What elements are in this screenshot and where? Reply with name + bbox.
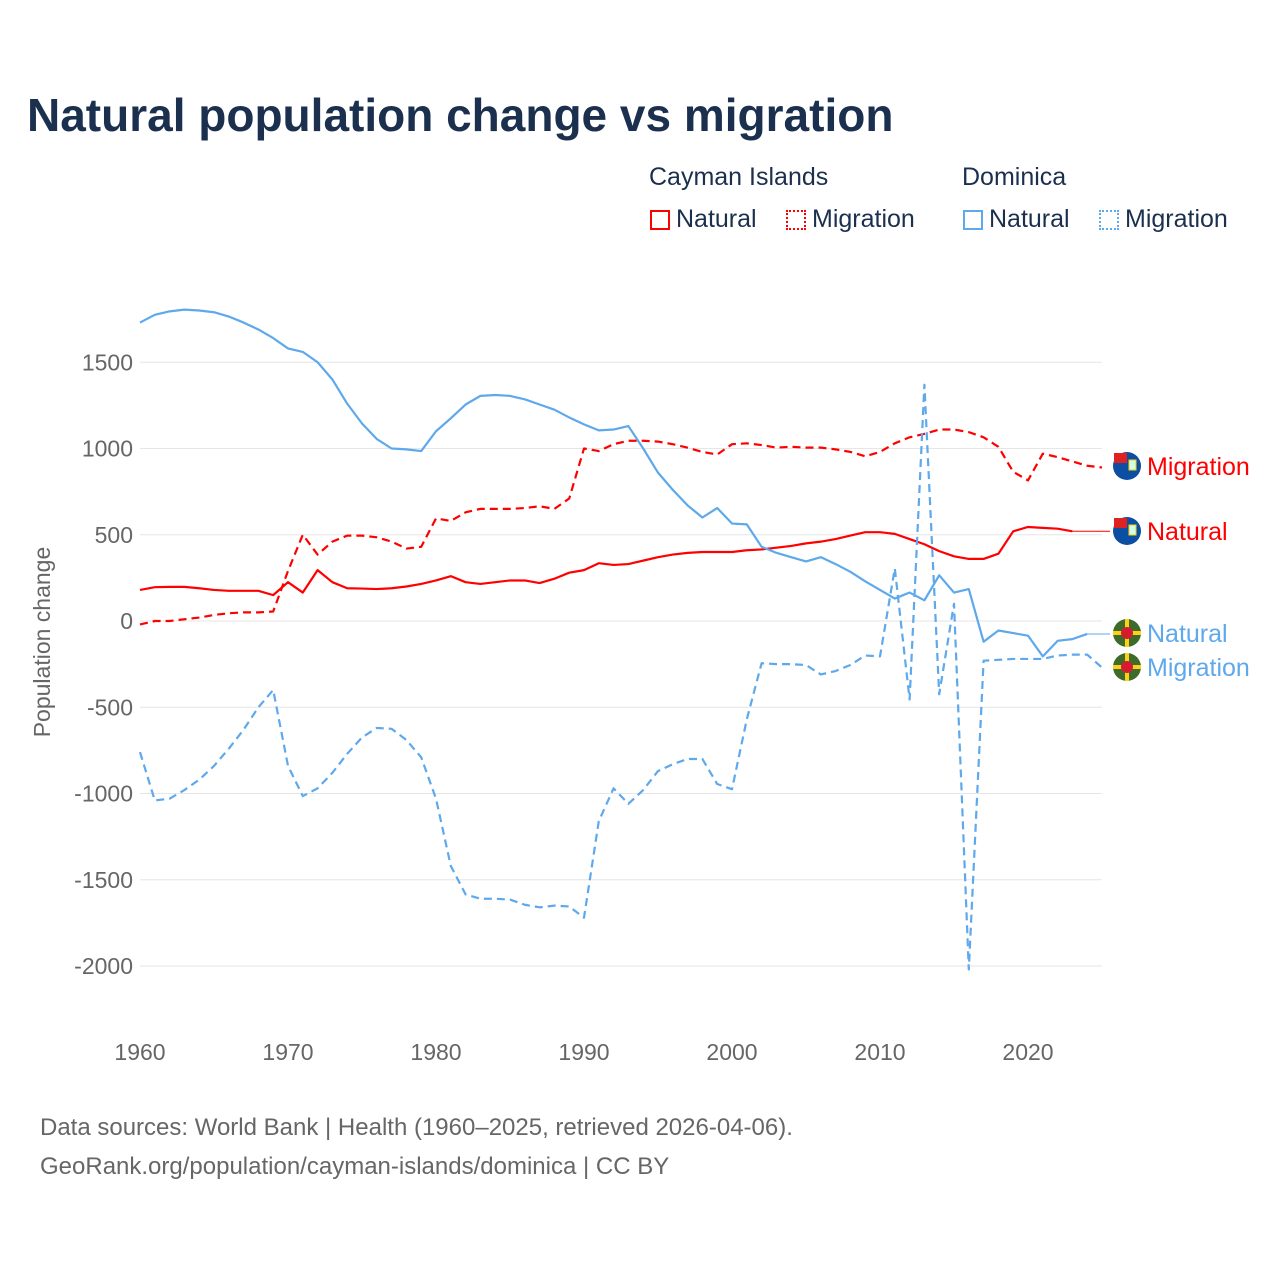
dominica-natural-line: [139, 308, 1088, 658]
x-tick-label: 2000: [706, 1039, 757, 1065]
end-label: Migration: [1147, 654, 1250, 682]
legend-label: Migration: [812, 205, 915, 233]
flag-disc-icon: [1121, 661, 1133, 673]
y-tick-label: -1000: [74, 781, 133, 807]
legend-cayman-natural[interactable]: Natural: [650, 205, 757, 234]
end-label: Natural: [1147, 518, 1228, 546]
union-jack-icon: [1114, 453, 1127, 463]
x-tick-label: 2020: [1002, 1039, 1053, 1065]
legend-cayman-migration[interactable]: Migration: [786, 205, 915, 234]
y-tick-label: 1500: [82, 349, 133, 375]
x-tick-label: 1980: [410, 1039, 461, 1065]
legend-label: Natural: [989, 205, 1070, 233]
legend-label: Migration: [1125, 205, 1228, 233]
source-line-2[interactable]: GeoRank.org/population/cayman-islands/do…: [40, 1153, 670, 1180]
flag-disc-icon: [1121, 627, 1133, 639]
end-label-group: Migration: [1113, 452, 1250, 481]
y-axis-label: Population change: [29, 547, 55, 738]
x-tick-label: 1960: [114, 1039, 165, 1065]
union-jack-icon: [1114, 518, 1127, 528]
legend-group-dominica: Dominica: [962, 163, 1067, 191]
legend-dominica-migration[interactable]: Migration: [1099, 205, 1228, 234]
source-note: Data sources: World Bank | Health (1960–…: [40, 1108, 793, 1186]
y-tick-label: 500: [95, 522, 133, 548]
end-label: Natural: [1147, 620, 1228, 648]
cayman-islands-migration-line: [139, 428, 1103, 626]
end-label-group: Migration: [1113, 653, 1250, 682]
coat-of-arms-icon: [1128, 524, 1137, 536]
y-tick-label: -500: [87, 694, 133, 720]
legend-swatch-solid-icon: [650, 209, 670, 230]
x-tick-label: 1990: [558, 1039, 609, 1065]
legend-swatch-solid-icon: [963, 209, 983, 230]
x-tick-label: 2010: [854, 1039, 905, 1065]
dominica-migration-line: [138, 383, 1103, 971]
x-tick-label: 1970: [262, 1039, 313, 1065]
y-tick-label: -2000: [74, 953, 133, 979]
chart-title: Natural population change vs migration: [27, 89, 894, 141]
source-line-1: Data sources: World Bank | Health (1960–…: [40, 1114, 793, 1141]
legend-swatch-dotted-icon: [786, 209, 806, 230]
y-tick-label: 1000: [82, 436, 133, 462]
legend-label: Natural: [676, 205, 757, 233]
legend-group-cayman: Cayman Islands: [649, 163, 829, 191]
end-label: Migration: [1147, 453, 1250, 481]
end-label-group: Natural: [1113, 517, 1228, 546]
y-tick-label: 0: [120, 608, 133, 634]
legend-dominica-natural[interactable]: Natural: [963, 205, 1070, 234]
y-tick-label: -1500: [74, 867, 133, 893]
coat-of-arms-icon: [1128, 459, 1137, 471]
legend-swatch-dotted-icon: [1099, 209, 1119, 230]
end-label-group: Natural: [1113, 619, 1228, 648]
